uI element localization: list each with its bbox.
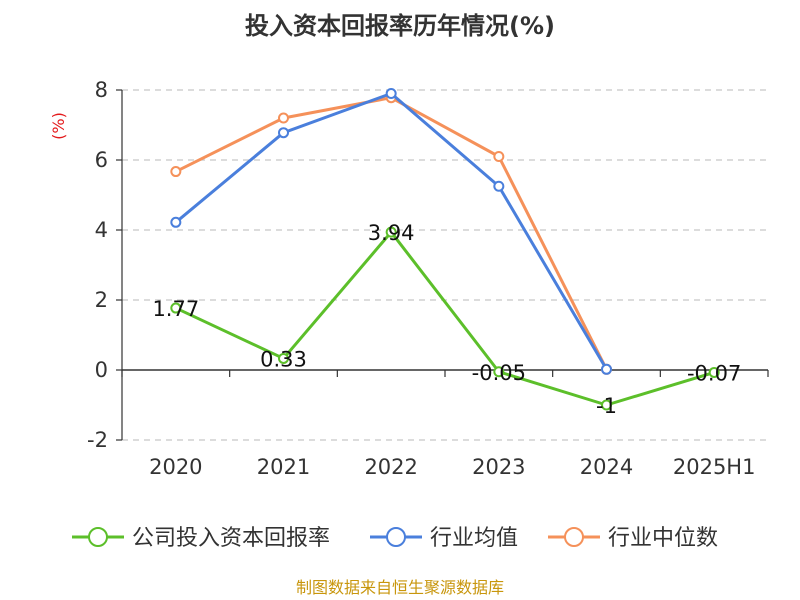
y-tick-label: 4 (95, 218, 108, 242)
x-tick-label: 2021 (257, 455, 310, 479)
legend-marker (386, 527, 406, 547)
data-label: -0.07 (687, 361, 741, 385)
legend-label: 行业均值 (430, 526, 518, 551)
y-tick-label: 6 (95, 148, 108, 172)
y-tick-label: 0 (95, 358, 108, 382)
data-point (385, 226, 397, 238)
chart-title: 投入资本回报率历年情况(%) (245, 12, 555, 40)
series-group (170, 88, 720, 411)
y-tick-label: 2 (95, 288, 108, 312)
x-tick-label: 2022 (364, 455, 417, 479)
series-line (175, 230, 715, 407)
legend-label: 公司投入资本回报率 (132, 526, 330, 551)
data-point (278, 352, 289, 364)
data-point (493, 151, 505, 162)
data-label: -0.05 (472, 361, 526, 385)
axes: -2 0 2 4 6 8 2020 2021 2022 2023 2024 2025H1 (87, 78, 769, 479)
data-label: 0.33 (260, 347, 307, 371)
x-tick-label: 2020 (149, 455, 202, 479)
data-point (708, 366, 720, 378)
grid-lines (122, 89, 768, 441)
data-point (278, 112, 289, 124)
legend: 公司投入资本回报率 行业均值 行业中位数 (72, 526, 718, 551)
data-label: 1.77 (152, 297, 199, 321)
legend-label: 行业中位数 (608, 526, 718, 551)
data-point (278, 127, 289, 139)
y-tick-label: -2 (87, 428, 108, 452)
data-point (170, 216, 182, 228)
data-point (170, 166, 182, 178)
legend-marker (564, 527, 584, 547)
data-point (170, 302, 182, 314)
data-source-note: 制图数据来自恒生聚源数据库 (296, 578, 504, 597)
x-tick-label: 2023 (472, 455, 525, 479)
data-point (493, 180, 505, 192)
data-point (385, 88, 397, 99)
data-label: -1 (596, 394, 617, 418)
x-tick-label: 2025H1 (673, 455, 756, 479)
data-label: 3.94 (368, 221, 415, 245)
data-point (601, 363, 612, 375)
data-labels: 1.77 0.33 3.94 -0.05 -1 -0.07 (152, 221, 741, 418)
y-tick-label: 8 (95, 78, 108, 102)
data-point (601, 399, 612, 411)
y-axis-unit: (%) (49, 112, 68, 140)
data-point (493, 366, 505, 378)
legend-marker (88, 527, 108, 547)
x-tick-label: 2024 (580, 455, 633, 479)
